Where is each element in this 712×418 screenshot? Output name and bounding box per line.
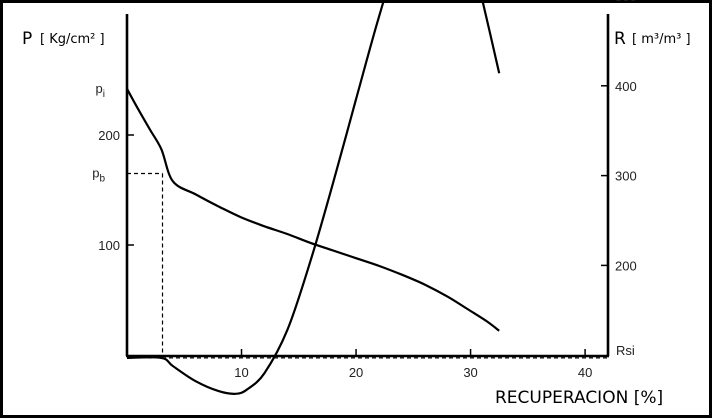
left-special-tick-label: pi — [96, 81, 105, 100]
left-axis-unit: [ Kg/cm² ] — [40, 32, 105, 47]
ticks: 10203040100200pipb200300400500600Rsi — [92, 0, 637, 380]
x-axis-title: RECUPERACION [%] — [495, 388, 663, 408]
left-tick-label: 100 — [98, 238, 120, 253]
right-tick-label: 300 — [615, 169, 637, 184]
right-special-tick-label: Rsi — [616, 343, 635, 358]
left-axis-title: P [ Kg/cm² ] — [22, 29, 105, 49]
x-tick-label: 40 — [578, 365, 592, 380]
right-axis-unit: [ m³/m³ ] — [632, 32, 691, 47]
left-special-tick-label: pb — [92, 166, 105, 185]
x-tick-label: 30 — [463, 365, 477, 380]
axes — [125, 14, 610, 358]
right-axis-symbol: R — [614, 29, 626, 49]
series — [126, 0, 501, 395]
left-tick-label: 200 — [98, 128, 120, 143]
right-tick-label: 400 — [615, 79, 637, 94]
x-tick-label: 10 — [234, 365, 248, 380]
left-axis-symbol: P — [22, 29, 32, 49]
right-axis-title: R [ m³/m³ ] — [614, 29, 691, 49]
right-tick-label: 200 — [615, 258, 637, 273]
pressure-curve — [126, 88, 500, 332]
right-tick-label: 500 — [615, 0, 637, 4]
reference-lines — [127, 172, 608, 359]
x-tick-label: 20 — [349, 365, 363, 380]
gas-ratio-curve — [126, 0, 501, 395]
